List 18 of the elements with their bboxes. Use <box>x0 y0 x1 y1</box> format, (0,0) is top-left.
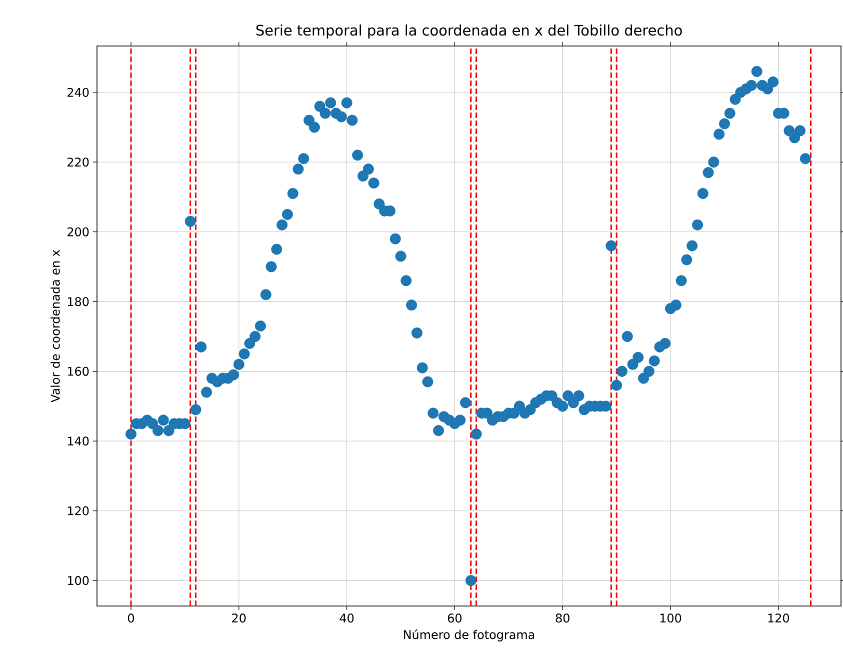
x-tick-label: 20 <box>232 614 246 623</box>
chart-title: Serie temporal para la coordenada en x del Tobillo derecho <box>256 24 682 38</box>
x-tick-label: 0 <box>128 614 134 623</box>
y-tick-label: 140 <box>68 436 89 446</box>
y-tick-label: 120 <box>68 506 89 516</box>
x-tick-label: 80 <box>556 614 570 623</box>
y-tick-label: 180 <box>68 297 89 306</box>
x-tick-label: 60 <box>448 614 462 623</box>
y-tick-label: 240 <box>68 88 89 97</box>
x-tick-label: 100 <box>660 614 682 623</box>
y-tick-label: 200 <box>68 227 89 236</box>
x-axis-title: Número de fotograma <box>404 629 534 642</box>
y-tick-label: 160 <box>68 366 89 376</box>
y-axis-title: Valor de coordenada en x <box>50 250 60 402</box>
x-tick-label: 40 <box>340 614 354 623</box>
x-tick-label: 120 <box>768 614 790 623</box>
y-tick-label: 100 <box>68 576 89 586</box>
y-tick-label: 220 <box>68 158 89 167</box>
